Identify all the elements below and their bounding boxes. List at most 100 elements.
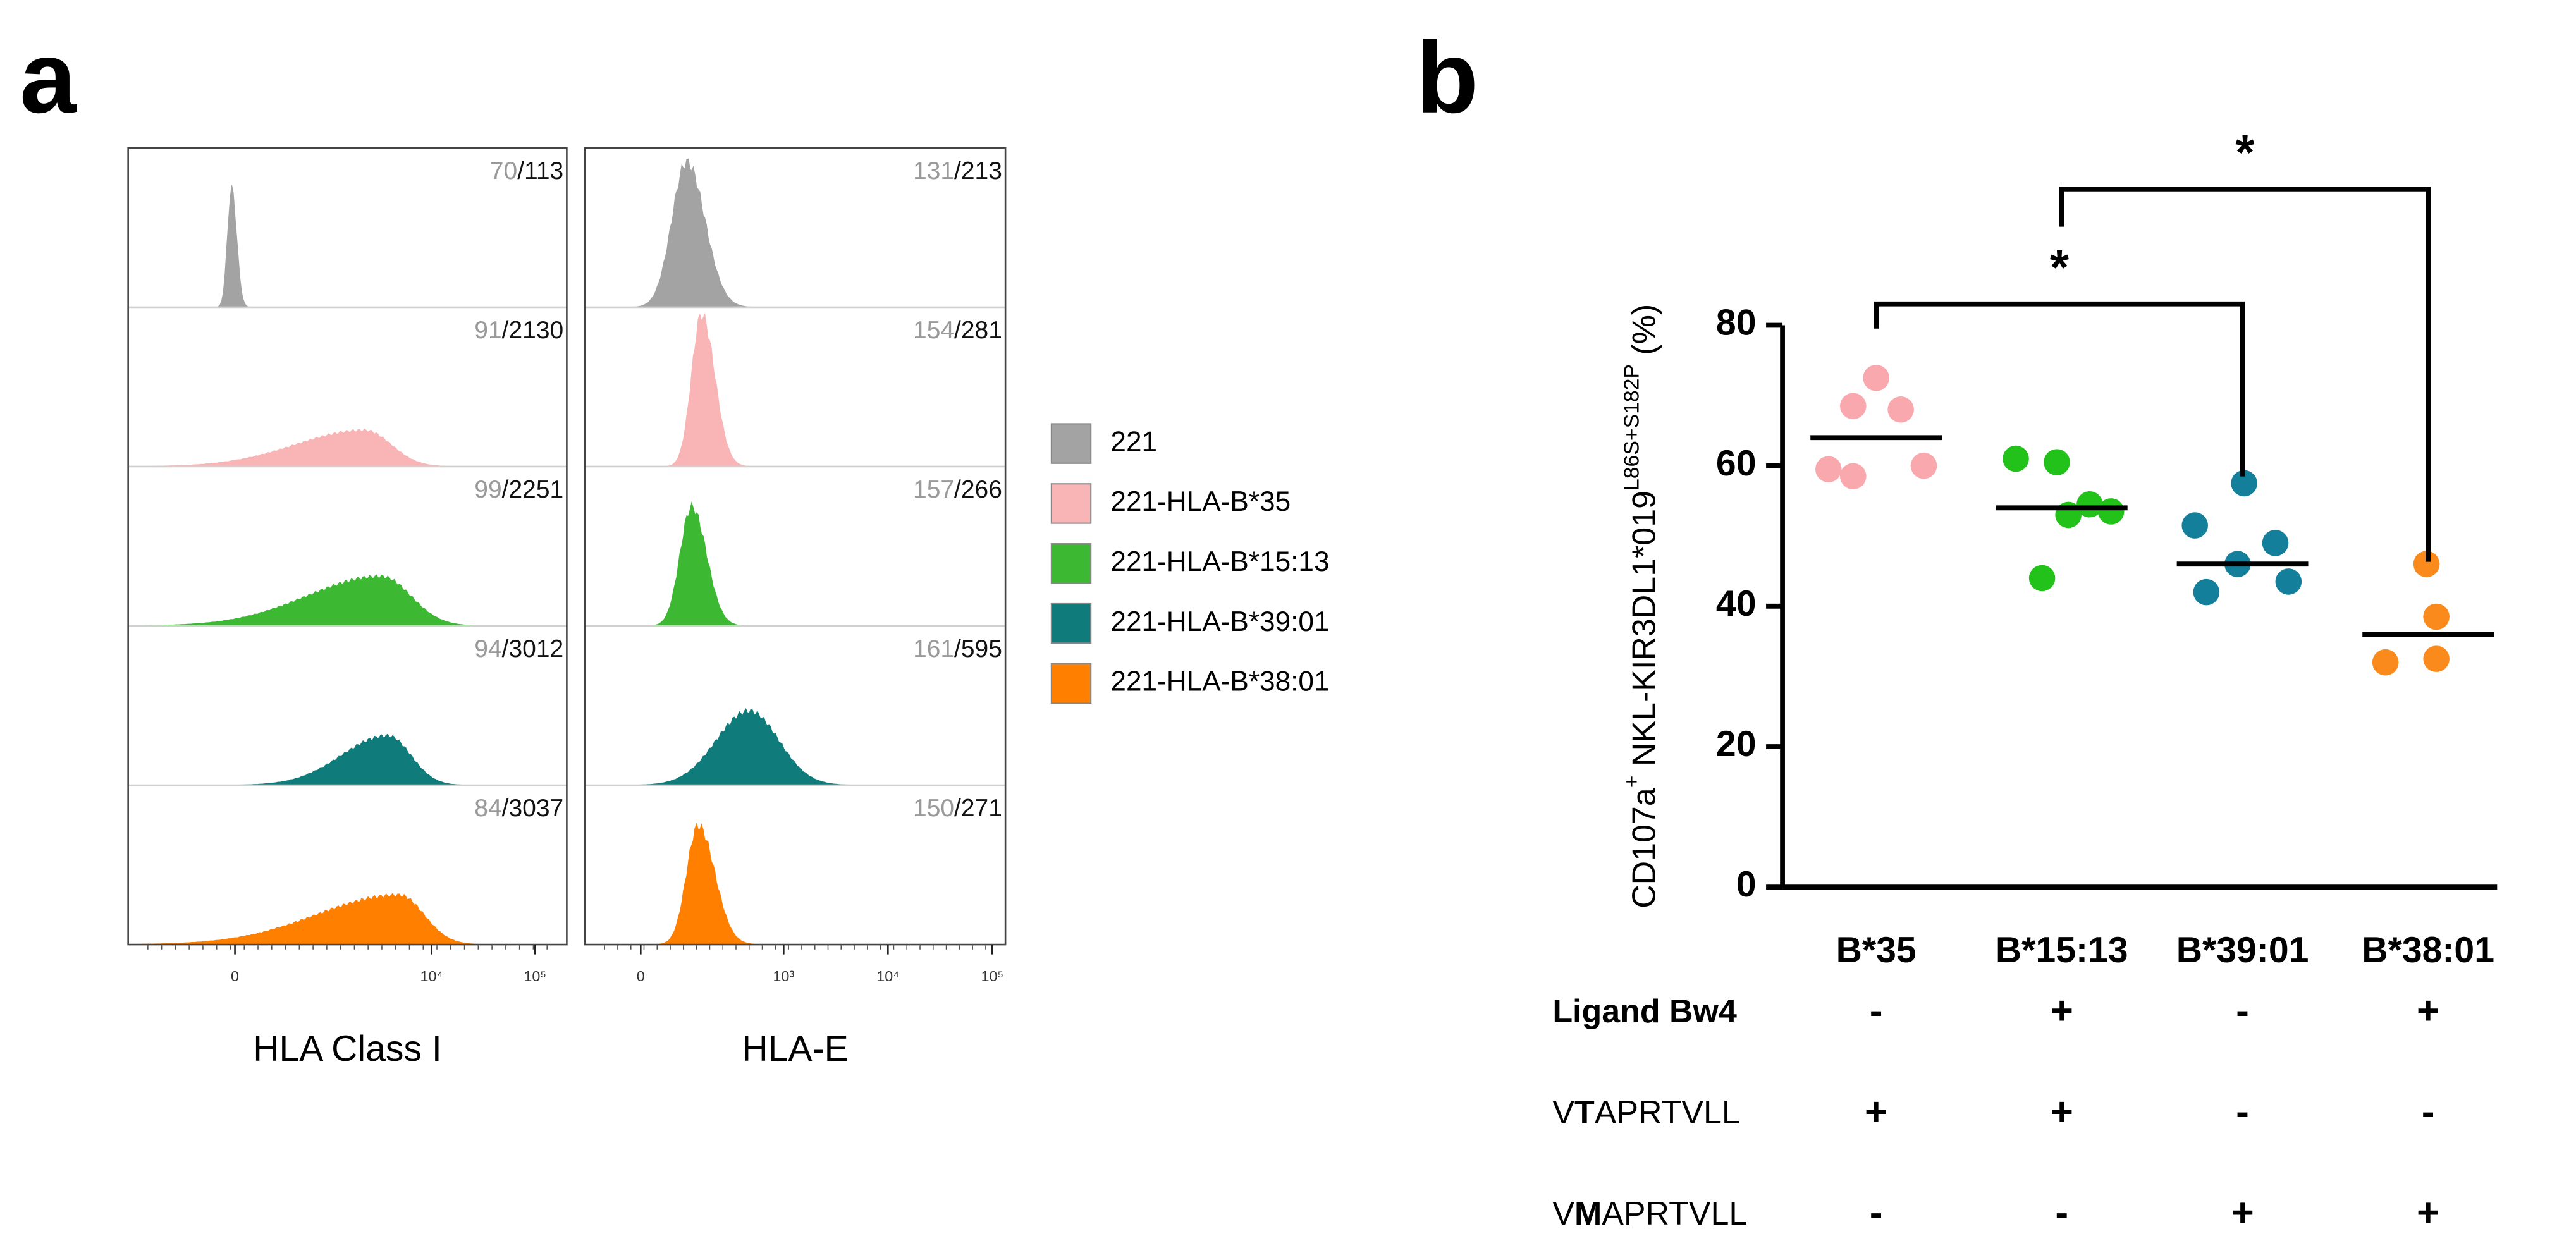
mfi-label: 70/113	[490, 157, 563, 185]
y-tick-label: 20	[1716, 724, 1757, 764]
mfi-label: 161/595	[913, 635, 1002, 663]
mfi-gray: 99	[474, 476, 501, 503]
x-tick-label: 0	[637, 968, 645, 984]
dot	[2181, 512, 2208, 539]
mfi-gray: 94	[474, 635, 501, 663]
dot	[2275, 568, 2302, 595]
bracket	[2059, 186, 2431, 562]
bracket	[1874, 301, 2245, 477]
dot	[1910, 452, 1937, 479]
dot	[1840, 463, 1867, 490]
y-tick-label: 80	[1716, 303, 1757, 343]
panel-label: b	[1416, 21, 1478, 135]
row-label-part: V	[1552, 1094, 1574, 1131]
mfi-black: /281	[954, 317, 1002, 344]
panel-frame	[584, 147, 1007, 946]
y-axis-label-part: (%)	[1626, 304, 1662, 364]
mfi-black: /2130	[502, 317, 564, 344]
mfi-black: /113	[517, 157, 563, 185]
mfi-black: /213	[954, 157, 1002, 185]
x-tick-label: 10⁵	[524, 968, 546, 984]
y-axis-label-part: L86S+S182P	[1620, 364, 1644, 491]
legend-swatch	[1050, 543, 1092, 584]
mfi-black: /266	[954, 476, 1002, 503]
dot	[2003, 445, 2029, 472]
row-label: VTAPRTVLL	[1552, 1094, 1739, 1131]
row-label: Ligand Bw4	[1552, 993, 1737, 1030]
row-value: +	[2231, 1191, 2254, 1235]
dot	[1840, 393, 1867, 420]
mfi-label: 94/3012	[474, 635, 563, 663]
y-axis-label-part: +	[1620, 776, 1644, 788]
dot	[2372, 649, 2399, 676]
row-value: -	[2236, 989, 2249, 1033]
x-tick-label: 10⁴	[420, 968, 443, 984]
dot	[2193, 578, 2220, 606]
mfi-gray: 131	[913, 157, 954, 185]
row-label: VMAPRTVLL	[1552, 1195, 1747, 1232]
row-value: -	[2422, 1090, 2435, 1134]
y-tick-label: 0	[1736, 864, 1757, 905]
y-tick-label: 60	[1716, 443, 1757, 484]
mfi-gray: 70	[490, 157, 517, 185]
dot	[1863, 365, 1889, 391]
row-value: -	[1870, 1191, 1883, 1235]
mfi-black: /3012	[502, 635, 564, 663]
mfi-black: /3037	[502, 795, 564, 822]
panel-label: a	[20, 21, 77, 135]
x-tick-label: 10³	[773, 968, 794, 984]
row-value: +	[2417, 1191, 2439, 1235]
row-value: +	[2051, 1090, 2073, 1134]
x-tick-label: B*35	[1836, 930, 1917, 970]
mfi-black: /595	[954, 635, 1002, 663]
mfi-black: /271	[954, 795, 1002, 822]
dot	[2076, 491, 2103, 518]
mfi-gray: 91	[474, 317, 501, 344]
mfi-label: 157/266	[913, 476, 1002, 503]
row-label-part: APRTVLL	[1602, 1195, 1747, 1232]
dot	[2423, 645, 2450, 672]
row-value: +	[2417, 989, 2439, 1033]
mfi-label: 131/213	[913, 157, 1002, 185]
dot	[1815, 456, 1842, 483]
y-tick-label: 40	[1716, 584, 1757, 624]
significance: *	[2050, 239, 2070, 295]
mfi-label: 150/271	[913, 795, 1002, 822]
mfi-gray: 154	[913, 317, 954, 344]
mfi-gray: 84	[474, 795, 501, 822]
row-value: -	[2236, 1090, 2249, 1134]
dot	[2262, 530, 2289, 556]
dot	[2231, 470, 2257, 497]
legend-label: 221-HLA-B*35	[1110, 486, 1291, 517]
y-axis-label-part: NKL-KIR3DL1*019	[1626, 491, 1662, 776]
legend-swatch	[1050, 483, 1092, 524]
row-value: -	[1870, 989, 1883, 1033]
mfi-gray: 157	[913, 476, 954, 503]
dot	[2423, 603, 2450, 630]
legend-label: 221-HLA-B*15:13	[1110, 546, 1329, 577]
legend-label: 221-HLA-B*38:01	[1110, 666, 1329, 697]
x-tick-label: 10⁵	[981, 968, 1003, 984]
dot	[2097, 498, 2125, 525]
row-label-part: T	[1574, 1094, 1595, 1131]
x-tick-label: 10⁴	[876, 968, 899, 984]
legend-label: 221-HLA-B*39:01	[1110, 606, 1329, 637]
mfi-black: /2251	[502, 476, 564, 503]
y-axis-label: CD107a+ NKL-KIR3DL1*019L86S+S182P (%)	[1620, 304, 1663, 908]
panel-frame	[127, 147, 568, 946]
legend-swatch	[1050, 423, 1092, 464]
mfi-label: 99/2251	[474, 476, 563, 503]
row-value: -	[2055, 1191, 2068, 1235]
mfi-label: 154/281	[913, 317, 1002, 344]
dot	[2413, 551, 2440, 577]
x-axis-label: HLA-E	[742, 1029, 848, 1069]
legend-label: 221	[1110, 426, 1157, 457]
x-tick-label: 0	[231, 968, 239, 984]
row-label-part: APRTVLL	[1595, 1094, 1740, 1131]
dot	[1887, 396, 1914, 423]
x-axis-label: HLA Class I	[253, 1029, 442, 1069]
dot	[2044, 449, 2070, 475]
x-tick-label: B*15:13	[1996, 930, 2128, 970]
